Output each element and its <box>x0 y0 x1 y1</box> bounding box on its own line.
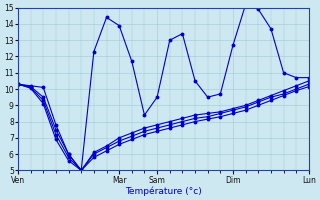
X-axis label: Température (°c): Température (°c) <box>125 186 202 196</box>
